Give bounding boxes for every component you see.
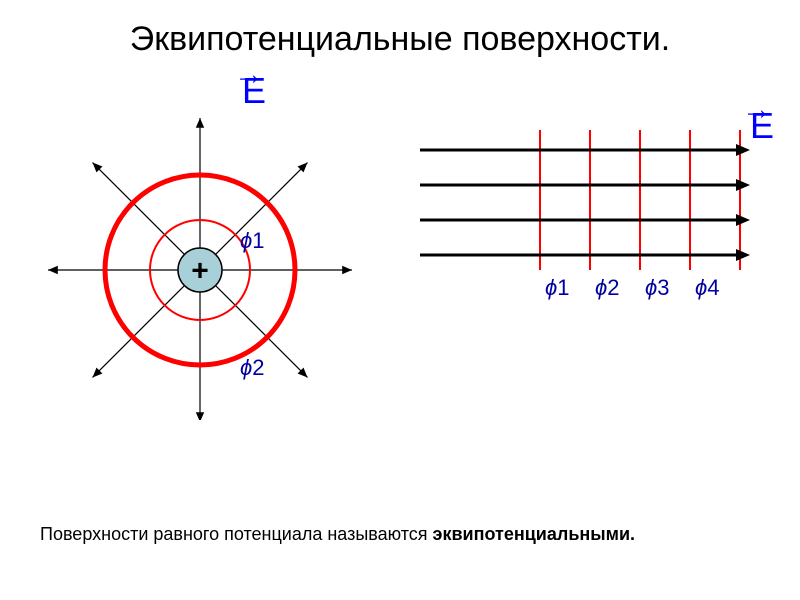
page-title: Эквипотенциальные поверхности. — [0, 20, 800, 59]
field-line-arrowhead — [48, 266, 58, 274]
phi-label: ϕ2 — [595, 275, 620, 301]
field-line-arrowhead — [736, 179, 750, 191]
right-diagram: → E ϕ1ϕ2ϕ3ϕ4 — [420, 100, 780, 320]
field-line — [93, 286, 185, 378]
e-label-right: E — [750, 105, 774, 147]
field-line-arrowhead — [736, 144, 750, 156]
field-line-arrowhead — [196, 118, 204, 128]
phi-label: ϕ2 — [240, 355, 265, 381]
field-line-arrowhead — [196, 412, 204, 420]
phi-label: ϕ4 — [695, 275, 720, 301]
caption: Поверхности равного потенциала называютс… — [40, 524, 760, 545]
left-svg: + — [30, 80, 370, 420]
left-diagram: + → E ϕ1ϕ2 — [30, 80, 370, 420]
field-line-arrowhead — [736, 249, 750, 261]
field-line-arrowhead — [736, 214, 750, 226]
field-line-arrowhead — [342, 266, 352, 274]
field-line — [93, 163, 185, 255]
caption-bold: эквипотенциальными. — [433, 524, 635, 544]
phi-label: ϕ1 — [545, 275, 570, 301]
e-label-left: E — [242, 70, 266, 112]
plus-icon: + — [191, 255, 209, 288]
caption-prefix: Поверхности равного потенциала называютс… — [40, 524, 433, 544]
phi-label: ϕ3 — [645, 275, 670, 301]
phi-label: ϕ1 — [240, 228, 265, 254]
